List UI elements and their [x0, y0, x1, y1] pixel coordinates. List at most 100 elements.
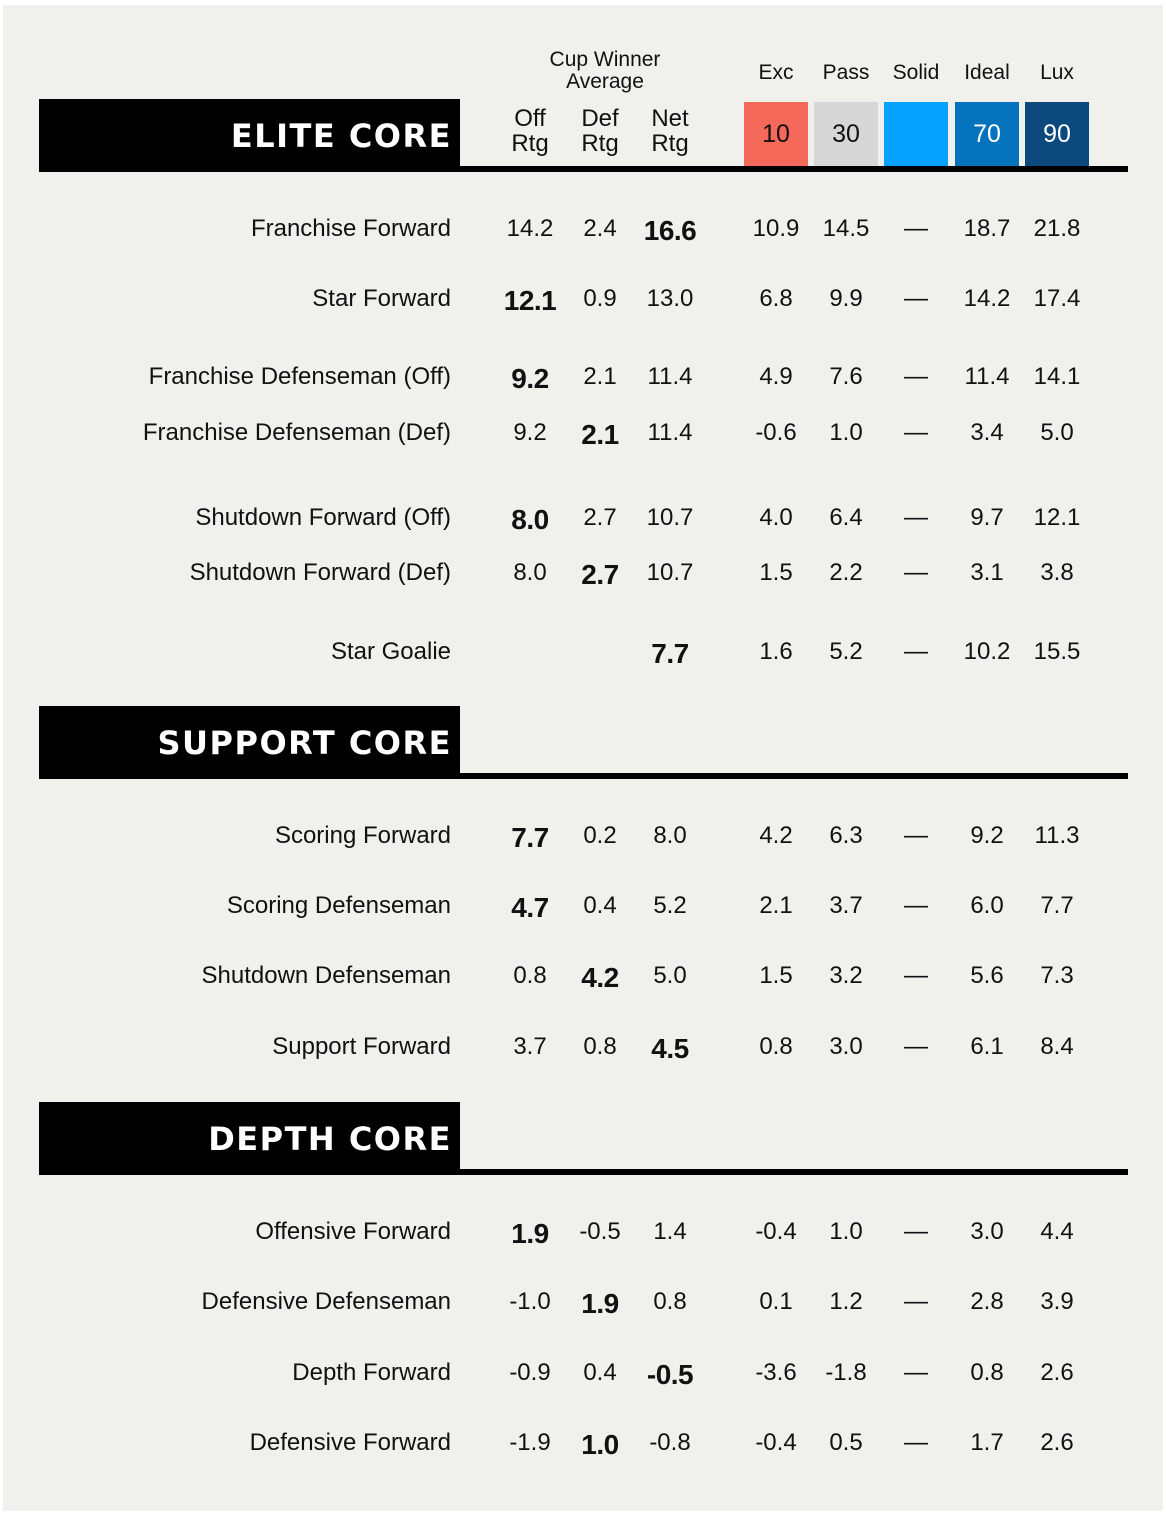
cell-solid: —: [904, 962, 928, 989]
cell-solid: —: [904, 419, 928, 446]
cell-net: 8.0: [653, 822, 687, 849]
cell-exc: -0.4: [755, 1218, 797, 1245]
cell-exc: 2.1: [759, 892, 793, 919]
cell-ideal: 2.8: [970, 1288, 1004, 1315]
cell-ideal: 5.6: [970, 962, 1004, 989]
cell-net: 7.7: [651, 638, 689, 669]
cell-def: 2.4: [583, 215, 617, 242]
cell-pass: 1.0: [829, 1218, 863, 1245]
cell-lux: 5.0: [1040, 419, 1074, 446]
cell-pass: 2.2: [829, 559, 863, 586]
cell-net: 13.0: [646, 285, 694, 312]
cell-lux: 4.4: [1040, 1218, 1074, 1245]
col-header-def: Def Rtg: [581, 105, 619, 157]
cell-net: 0.8: [653, 1288, 687, 1315]
row-label: Support Forward: [272, 1033, 451, 1060]
col-header-net: Net Rtg: [651, 105, 689, 157]
cell-pass: 3.7: [829, 892, 863, 919]
cell-lux: 7.3: [1040, 962, 1074, 989]
section-header-0: ELITE CORE: [39, 99, 460, 172]
cell-def: -0.5: [579, 1218, 621, 1245]
cell-ideal: 3.1: [970, 559, 1004, 586]
cell-solid: —: [904, 1288, 928, 1315]
cell-def: 0.9: [583, 285, 617, 312]
cell-off: 8.0: [511, 504, 549, 535]
cell-exc: 10.9: [752, 215, 800, 242]
row-label: Shutdown Defenseman: [201, 962, 452, 989]
cell-pass: 3.0: [829, 1033, 863, 1060]
cell-lux: 7.7: [1040, 892, 1074, 919]
cell-pass: 7.6: [829, 363, 863, 390]
cell-ideal: 1.7: [970, 1429, 1004, 1456]
percentile-swatch-exc: 10: [744, 102, 808, 166]
cell-off: 8.0: [513, 559, 547, 586]
row-label: Defensive Defenseman: [201, 1288, 451, 1315]
cell-net: 16.6: [643, 215, 697, 246]
cell-def: 0.8: [583, 1033, 617, 1060]
cell-lux: 2.6: [1040, 1429, 1074, 1456]
cell-ideal: 10.2: [963, 638, 1011, 665]
cell-off: 3.7: [513, 1033, 547, 1060]
cell-lux: 8.4: [1040, 1033, 1074, 1060]
cell-exc: 4.0: [759, 504, 793, 531]
cell-solid: —: [904, 1033, 928, 1060]
cell-pass: 9.9: [829, 285, 863, 312]
cell-net: 1.4: [653, 1218, 687, 1245]
cell-net: 11.4: [647, 419, 693, 446]
cell-exc: -0.6: [755, 419, 797, 446]
cell-ideal: 9.2: [970, 822, 1004, 849]
cell-solid: —: [904, 1359, 928, 1386]
cell-exc: -0.4: [755, 1429, 797, 1456]
cell-lux: 21.8: [1033, 215, 1081, 242]
row-label: Star Goalie: [330, 638, 451, 665]
cell-pass: 1.0: [829, 419, 863, 446]
cell-exc: 1.6: [759, 638, 793, 665]
percentile-label-ideal: Ideal: [964, 61, 1010, 84]
cell-ideal: 18.7: [963, 215, 1011, 242]
cell-net: 10.7: [646, 504, 694, 531]
row-label: Franchise Defenseman (Off): [148, 363, 451, 390]
cell-solid: —: [904, 559, 928, 586]
percentile-label-lux: Lux: [1040, 61, 1074, 84]
cell-off: 7.7: [511, 822, 549, 853]
cell-ideal: 11.4: [964, 363, 1010, 390]
cell-ideal: 3.4: [970, 419, 1004, 446]
percentile-swatch-solid: [884, 102, 948, 166]
cell-ideal: 3.0: [970, 1218, 1004, 1245]
cell-solid: —: [904, 892, 928, 919]
percentile-label-pass: Pass: [822, 61, 870, 84]
cell-def: 2.7: [581, 559, 619, 590]
row-label: Offensive Forward: [255, 1218, 451, 1245]
cell-def: 0.4: [583, 892, 617, 919]
cell-pass: 5.2: [829, 638, 863, 665]
cell-pass: 3.2: [829, 962, 863, 989]
row-label: Scoring Forward: [274, 822, 451, 849]
row-label: Franchise Forward: [250, 215, 451, 242]
cell-solid: —: [904, 285, 928, 312]
percentile-label-solid: Solid: [892, 61, 940, 84]
cell-pass: -1.8: [825, 1359, 867, 1386]
section-rule-1: [460, 773, 1128, 779]
cell-lux: 3.9: [1040, 1288, 1074, 1315]
cell-off: 0.8: [513, 962, 547, 989]
row-label: Franchise Defenseman (Def): [142, 419, 451, 446]
cell-exc: 0.8: [759, 1033, 793, 1060]
cell-net: 5.2: [653, 892, 687, 919]
section-rule-0: [460, 166, 1128, 172]
section-header-2: DEPTH CORE: [39, 1102, 460, 1175]
cell-ideal: 6.0: [970, 892, 1004, 919]
cell-solid: —: [904, 215, 928, 242]
cell-net: 5.0: [653, 962, 687, 989]
cell-solid: —: [904, 1218, 928, 1245]
cell-lux: 15.5: [1033, 638, 1081, 665]
section-rule-2: [460, 1169, 1128, 1175]
cell-solid: —: [904, 1429, 928, 1456]
cell-def: 1.9: [581, 1288, 619, 1319]
cell-off: 14.2: [506, 215, 554, 242]
row-label: Shutdown Forward (Off): [195, 504, 451, 531]
cell-net: 4.5: [651, 1033, 689, 1064]
cell-lux: 12.1: [1033, 504, 1081, 531]
cell-def: 2.1: [581, 419, 619, 450]
row-label: Depth Forward: [292, 1359, 451, 1386]
cell-pass: 6.3: [829, 822, 863, 849]
